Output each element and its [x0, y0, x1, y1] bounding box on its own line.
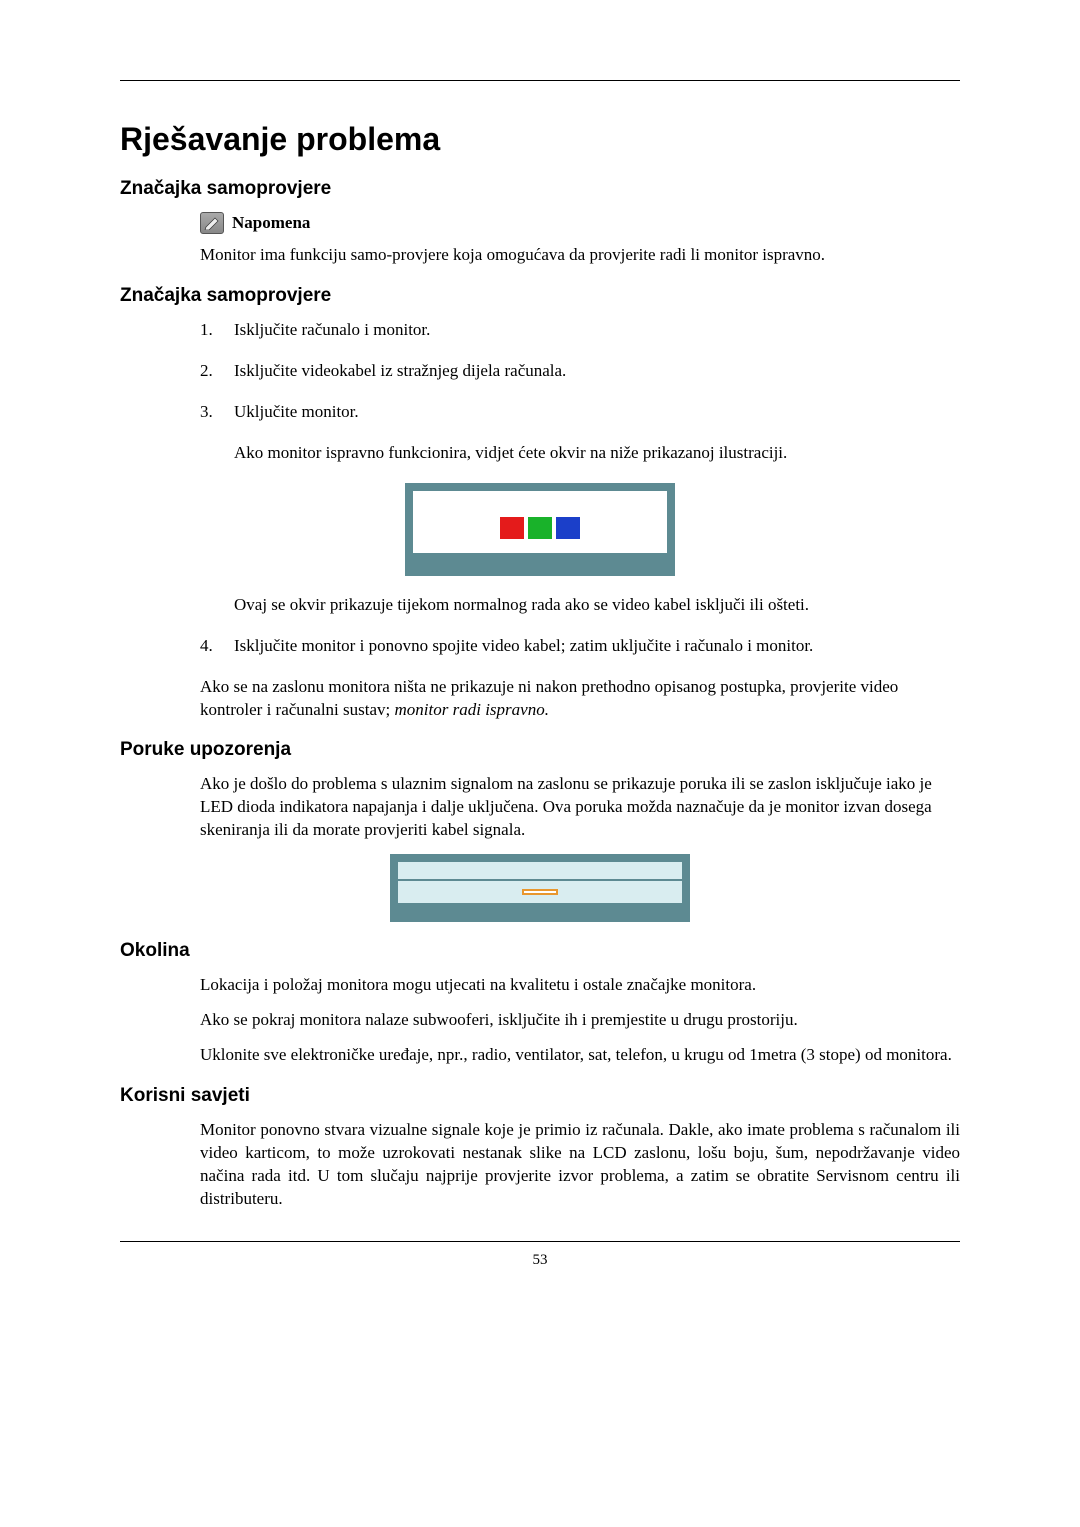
osd-dialog — [390, 854, 690, 922]
step-number: 1. — [200, 319, 234, 342]
note-label: Napomena — [232, 213, 310, 233]
figure-not-optimum — [120, 854, 960, 922]
list-item: 4. Isključite monitor i ponovno spojite … — [200, 635, 960, 658]
rule-top — [120, 80, 960, 81]
osd-body — [396, 860, 684, 881]
help-button — [522, 889, 558, 895]
green-square-icon — [528, 517, 552, 539]
osd-body — [411, 489, 669, 555]
env-p1: Lokacija i položaj monitora mogu utjecat… — [200, 974, 960, 997]
tips-body: Monitor ponovno stvara vizualne signale … — [200, 1119, 960, 1211]
step-text: Uključite monitor. — [234, 401, 960, 424]
step-text: Isključite monitor i ponovno spojite vid… — [234, 635, 960, 658]
selftest-steps-cont: 4. Isključite monitor i ponovno spojite … — [200, 635, 960, 658]
step-number: 4. — [200, 635, 234, 658]
section-heading-tips: Korisni savjeti — [120, 1085, 960, 1107]
document-page: Rješavanje problema Značajka samoprovjer… — [0, 0, 1080, 1309]
env-p2: Ako se pokraj monitora nalaze subwooferi… — [200, 1009, 960, 1032]
page-title: Rješavanje problema — [120, 121, 960, 158]
section-heading-environment: Okolina — [120, 940, 960, 962]
step-text: Isključite videokabel iz stražnjeg dijel… — [234, 360, 960, 383]
blue-square-icon — [556, 517, 580, 539]
closing-part-b: monitor radi ispravno. — [395, 700, 549, 719]
osd-mode-label — [411, 558, 669, 570]
rule-bottom — [120, 1241, 960, 1242]
note-icon — [200, 212, 224, 234]
red-square-icon — [500, 517, 524, 539]
rgb-squares — [413, 517, 667, 539]
page-number: 53 — [120, 1252, 960, 1269]
note-row: Napomena — [200, 212, 960, 234]
list-item: 3. Uključite monitor. — [200, 401, 960, 424]
selftest-closing: Ako se na zaslonu monitora ništa ne prik… — [200, 676, 960, 722]
list-item: 2. Isključite videokabel iz stražnjeg di… — [200, 360, 960, 383]
osd-mode-label — [396, 908, 684, 916]
warnings-body: Ako je došlo do problema s ulaznim signa… — [200, 773, 960, 842]
env-p3: Uklonite sve elektroničke uređaje, npr.,… — [200, 1044, 960, 1067]
closing-part-a: Ako se na zaslonu monitora ništa ne prik… — [200, 677, 898, 719]
selftest-steps: 1. Isključite računalo i monitor. 2. Isk… — [200, 319, 960, 424]
figure-check-signal — [120, 483, 960, 576]
list-item: 1. Isključite računalo i monitor. — [200, 319, 960, 342]
step-text: Isključite računalo i monitor. — [234, 319, 960, 342]
section-heading-selftest-1: Značajka samoprovjere — [120, 178, 960, 200]
selftest-intro: Monitor ima funkciju samo-provjere koja … — [200, 244, 960, 267]
step-number: 3. — [200, 401, 234, 424]
osd-dialog — [405, 483, 675, 576]
section-heading-warnings: Poruke upozorenja — [120, 739, 960, 761]
step3-followup: Ako monitor ispravno funkcionira, vidjet… — [234, 442, 960, 465]
section-heading-selftest-2: Značajka samoprovjere — [120, 285, 960, 307]
step-number: 2. — [200, 360, 234, 383]
after-figure1-text: Ovaj se okvir prikazuje tijekom normalno… — [234, 594, 960, 617]
osd-button-row — [396, 881, 684, 905]
